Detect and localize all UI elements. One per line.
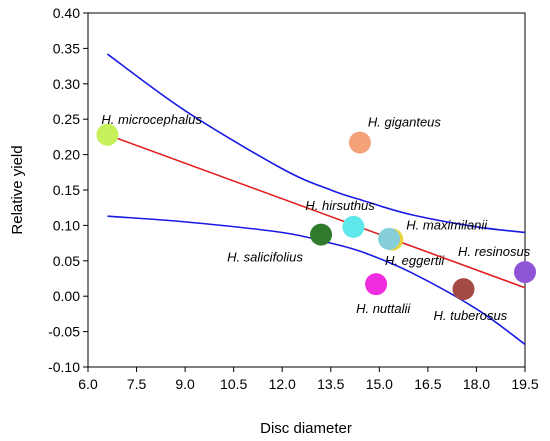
y-tick-label: 0.30 [53, 76, 80, 92]
y-tick-label: 0.20 [53, 147, 80, 163]
point-label: H. tuberosus [433, 308, 507, 323]
x-tick-label: 6.0 [78, 376, 98, 392]
point-labels: H. microcephalus H. giganteus H. hirsuthus… [101, 112, 530, 323]
x-axis-title: Disc diameter [260, 420, 352, 437]
x-tick-label: 15.0 [366, 376, 393, 392]
ci-upper-curve [106, 53, 526, 234]
point-label: H. maximilanii [406, 218, 488, 233]
y-tick-label: 0.35 [53, 40, 80, 56]
y-tick-label: 0.40 [53, 5, 80, 21]
x-tick-label: 18.0 [463, 376, 490, 392]
x-tick-label: 10.5 [220, 376, 247, 392]
point-label: H. salicifolius [227, 250, 303, 265]
data-point [310, 223, 333, 246]
x-tick-label: 7.5 [127, 376, 147, 392]
data-point [342, 215, 365, 238]
data-point [378, 227, 401, 250]
data-point [348, 131, 371, 154]
y-tick-label: 0.25 [53, 111, 80, 127]
point-label: H. nuttalii [356, 301, 411, 316]
data-point [96, 123, 119, 146]
data-points [96, 123, 536, 301]
x-tick-label: 13.5 [317, 376, 344, 392]
x-tick-label: 12.0 [269, 376, 296, 392]
y-tick-label: -0.10 [48, 359, 80, 375]
y-tick-label: -0.05 [48, 324, 80, 340]
confidence-band [106, 53, 526, 345]
y-axis-title: Relative yield [9, 145, 26, 234]
data-point [365, 273, 388, 296]
point-label: H. resinosus [458, 244, 531, 259]
regression-line [107, 134, 526, 289]
y-tick-label: 0.15 [53, 182, 80, 198]
point-label: H. giganteus [368, 115, 441, 130]
fit-line [107, 134, 526, 289]
y-tick-label: 0.05 [53, 253, 80, 269]
x-axis: 6.0 7.5 9.0 10.5 12.0 13.5 15.0 16.5 18.0 19.5 [78, 367, 539, 392]
x-tick-label: 19.5 [511, 376, 538, 392]
ci-lower-curve [107, 215, 526, 345]
y-axis: 0.40 0.35 0.30 0.25 0.20 0.15 0.10 0.05 0.00 -0.0… [48, 5, 88, 375]
y-tick-label: 0.10 [53, 217, 80, 233]
point-label: H. hirsuthus [305, 198, 375, 213]
x-tick-label: 9.0 [175, 376, 195, 392]
x-tick-label: 16.5 [414, 376, 441, 392]
data-point [452, 278, 475, 301]
point-label: H. eggertii [385, 253, 445, 268]
data-point [514, 261, 536, 284]
point-label: H. microcephalus [101, 112, 202, 127]
y-tick-label: 0.00 [53, 288, 80, 304]
